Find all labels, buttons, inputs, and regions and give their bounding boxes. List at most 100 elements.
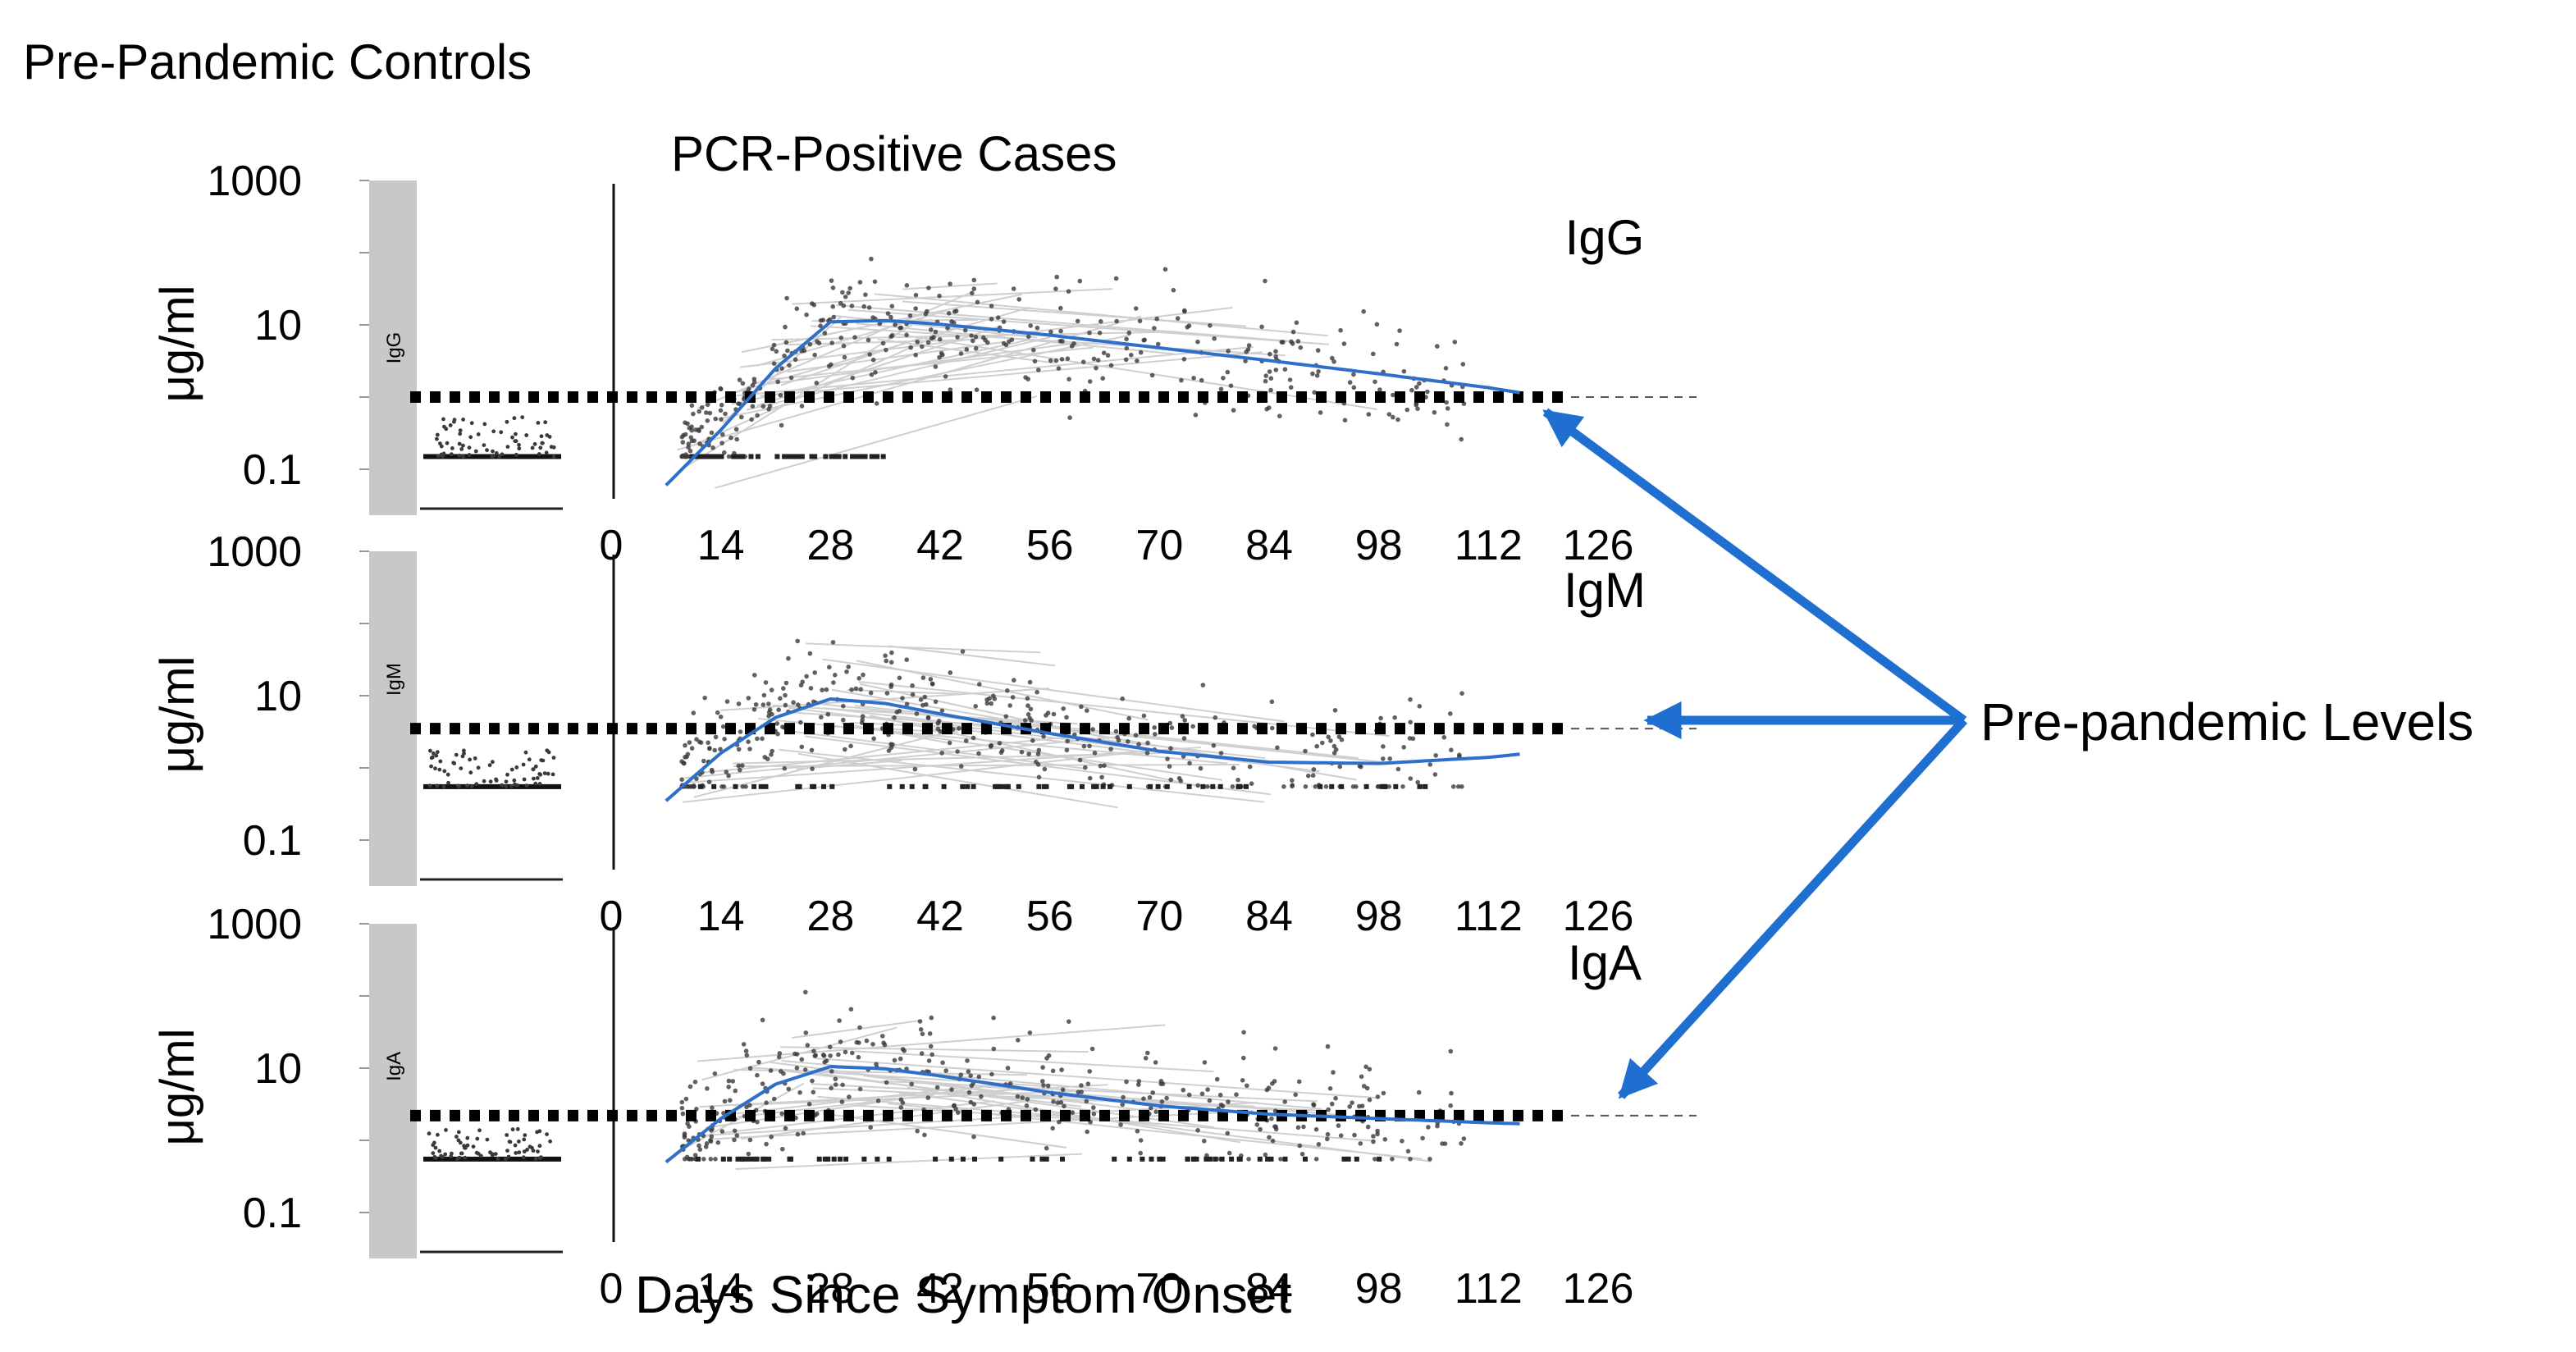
case-point <box>867 352 872 357</box>
case-point <box>1267 351 1272 357</box>
x-tick-label: 14 <box>697 522 745 569</box>
control-point <box>523 750 528 755</box>
control-point <box>458 428 463 432</box>
case-point <box>685 421 690 427</box>
case-point <box>1059 1067 1064 1072</box>
control-point <box>432 1140 436 1145</box>
floor-point <box>829 783 835 789</box>
case-point <box>1331 359 1336 364</box>
case-point <box>1272 1046 1278 1051</box>
case-point <box>1433 753 1438 758</box>
case-point <box>1226 349 1231 354</box>
case-point <box>1377 387 1382 392</box>
floor-point <box>710 454 715 459</box>
case-point <box>933 699 939 705</box>
case-point <box>1314 373 1320 378</box>
case-point <box>907 313 913 318</box>
trajectory-line <box>674 1082 805 1155</box>
case-point <box>833 1082 838 1087</box>
floor-point <box>720 1156 726 1162</box>
case-point <box>1085 1081 1091 1086</box>
case-point <box>752 673 757 678</box>
case-point <box>1231 408 1236 413</box>
control-point <box>433 766 437 771</box>
control-point <box>551 445 556 450</box>
case-point <box>1381 744 1386 749</box>
control-point <box>454 1135 459 1139</box>
case-point <box>1415 779 1420 785</box>
case-point <box>860 714 866 719</box>
control-point <box>514 765 519 770</box>
control-strip <box>369 551 417 886</box>
floor-point <box>1257 1156 1263 1162</box>
case-point <box>746 739 751 744</box>
case-point <box>776 707 781 712</box>
case-point <box>794 1052 800 1057</box>
case-point <box>1035 325 1040 331</box>
floor-point <box>746 1156 751 1162</box>
case-point <box>1426 1125 1431 1130</box>
case-point <box>782 765 788 771</box>
control-point <box>512 416 517 421</box>
floor-point <box>696 1156 701 1162</box>
y-tick-label: 10 <box>254 673 302 720</box>
case-point <box>1386 412 1392 417</box>
case-point <box>764 1100 769 1105</box>
case-point <box>889 304 895 309</box>
y-tick-label: 1000 <box>207 901 302 948</box>
panel-igg: μg/ml 1000 10 0.1 IgG 0 14 28 42 56 70 84 98 112 126 Ig… <box>151 158 1697 569</box>
case-point <box>1120 696 1125 701</box>
trajectory-line <box>791 1019 922 1039</box>
trajectory-line <box>907 1086 1241 1144</box>
control-point <box>537 1156 542 1160</box>
control-point <box>522 1137 527 1142</box>
x-tick-label: 112 <box>1455 893 1523 940</box>
control-point <box>527 757 532 762</box>
control-point <box>476 765 481 770</box>
case-point <box>892 715 897 720</box>
case-point <box>840 1082 845 1088</box>
floor-point <box>862 454 868 459</box>
case-point <box>1408 697 1413 702</box>
x-tick-label: 70 <box>1135 893 1183 940</box>
control-point <box>427 1131 432 1136</box>
case-point <box>697 739 702 745</box>
case-point <box>827 665 832 669</box>
case-point <box>1149 1105 1153 1111</box>
case-point <box>1136 1079 1142 1084</box>
case-point <box>704 410 709 415</box>
floor-point <box>971 783 976 789</box>
case-point <box>841 303 847 308</box>
case-point <box>1023 375 1028 380</box>
floor-point <box>922 783 928 789</box>
case-point <box>1303 784 1309 789</box>
case-point <box>734 1133 740 1138</box>
case-point <box>955 335 960 340</box>
floor-point <box>1060 1156 1065 1162</box>
case-point <box>1025 1097 1030 1102</box>
floor-point <box>856 454 862 459</box>
x-tick-label: 42 <box>916 893 964 940</box>
case-point <box>964 347 970 352</box>
case-point <box>1200 683 1206 687</box>
case-point <box>841 717 846 723</box>
trajectory-line <box>874 728 1223 781</box>
floor-point <box>733 783 738 789</box>
floor-point <box>751 783 757 789</box>
fit-line <box>665 1065 1520 1164</box>
control-point <box>469 421 474 426</box>
case-point <box>783 1126 788 1131</box>
case-point <box>1124 345 1130 351</box>
case-point <box>1230 784 1235 789</box>
case-point <box>1126 739 1130 744</box>
case-point <box>785 348 790 354</box>
case-point <box>1375 1128 1380 1134</box>
case-point <box>1254 1122 1260 1127</box>
case-point <box>971 1134 976 1140</box>
case-point <box>689 746 695 751</box>
case-point <box>949 319 954 324</box>
case-point <box>1147 1094 1153 1100</box>
case-point <box>1401 368 1407 374</box>
case-point <box>880 1034 885 1039</box>
